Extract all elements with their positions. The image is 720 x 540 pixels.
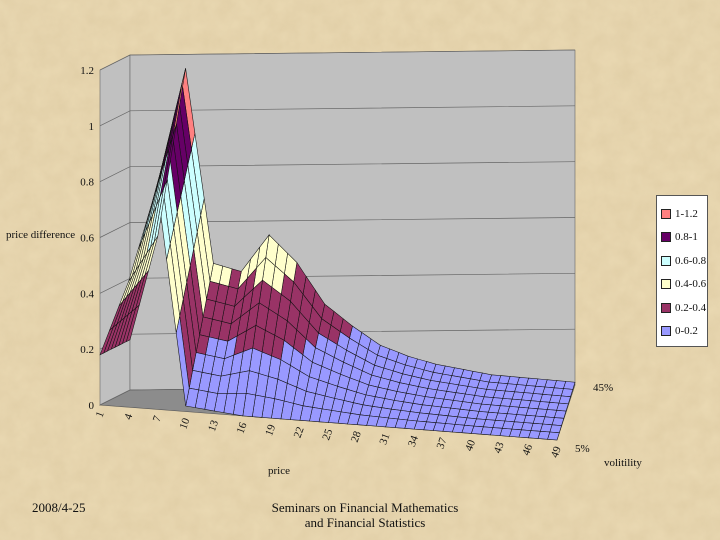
z-tick-label: 0.8 bbox=[80, 177, 94, 189]
y-axis-title: volitility bbox=[604, 457, 642, 469]
surface-mesh bbox=[99, 68, 576, 441]
x-tick-label: 16 bbox=[235, 420, 250, 435]
legend-item: 0-0.2 bbox=[661, 320, 707, 344]
gridline bbox=[99, 217, 576, 238]
x-tick-label: 1 bbox=[94, 410, 107, 419]
x-tick-label: 43 bbox=[492, 440, 507, 455]
x-tick-label: 31 bbox=[377, 432, 392, 446]
legend-swatch bbox=[661, 326, 671, 337]
z-tick-label: 0.2 bbox=[80, 344, 94, 356]
legend-label: 0.6-0.8 bbox=[675, 254, 707, 267]
legend-item: 1-1.2 bbox=[661, 202, 707, 226]
x-tick-label: 28 bbox=[349, 429, 364, 444]
legend-swatch bbox=[661, 302, 671, 313]
footer-title: Seminars on Financial Mathematics and Fi… bbox=[260, 500, 470, 530]
legend-label: 0.4-0.6 bbox=[675, 278, 707, 291]
legend-label: 0-0.2 bbox=[675, 325, 698, 338]
z-tick-label: 1 bbox=[89, 121, 95, 133]
legend-item: 0.2-0.4 bbox=[661, 296, 707, 320]
legend-swatch bbox=[661, 255, 671, 266]
x-axis-title: price bbox=[268, 465, 290, 477]
z-tick-label: 0.6 bbox=[80, 233, 94, 245]
x-tick-label: 10 bbox=[177, 416, 192, 431]
y-tick-label: 45% bbox=[593, 382, 613, 394]
z-tick-label: 0.4 bbox=[80, 288, 94, 300]
x-tick-label: 40 bbox=[463, 438, 478, 453]
gridline bbox=[99, 49, 576, 71]
legend-item: 0.8-1 bbox=[661, 226, 707, 250]
legend-label: 0.8-1 bbox=[675, 231, 698, 244]
x-tick-label: 4 bbox=[122, 412, 135, 422]
z-axis-title: price difference bbox=[6, 229, 75, 241]
x-tick-label: 13 bbox=[206, 418, 221, 433]
x-tick-label: 37 bbox=[435, 436, 450, 451]
legend-label: 1-1.2 bbox=[675, 207, 698, 220]
x-tick-label: 22 bbox=[292, 425, 307, 439]
legend-item: 0.6-0.8 bbox=[661, 249, 707, 273]
y-tick-label: 5% bbox=[575, 443, 590, 455]
legend-label: 0.2-0.4 bbox=[675, 301, 707, 314]
footer-title-line1: Seminars on Financial Mathematics bbox=[271, 500, 459, 515]
x-tick-label: 46 bbox=[520, 442, 535, 457]
legend-swatch bbox=[661, 279, 671, 290]
gridline bbox=[99, 161, 576, 182]
surface-cell bbox=[99, 326, 114, 356]
footer-title-line2: and Financial Statistics bbox=[304, 515, 426, 530]
z-tick-label: 1.2 bbox=[80, 65, 94, 77]
x-tick-label: 49 bbox=[549, 444, 564, 459]
x-tick-label: 7 bbox=[151, 414, 164, 424]
z-tick-label: 0 bbox=[89, 400, 95, 412]
x-tick-label: 19 bbox=[263, 423, 278, 438]
legend-swatch bbox=[661, 208, 671, 219]
footer-date: 2008/4-25 bbox=[32, 500, 86, 515]
x-tick-label: 34 bbox=[406, 434, 421, 449]
legend-item: 0.4-0.6 bbox=[661, 273, 707, 297]
gridline bbox=[99, 105, 576, 127]
x-tick-label: 25 bbox=[320, 427, 335, 442]
legend-swatch bbox=[661, 232, 671, 243]
chart-legend: 1-1.2 0.8-1 0.6-0.8 0.4-0.6 0.2-0.4 0-0.2 bbox=[656, 195, 708, 347]
